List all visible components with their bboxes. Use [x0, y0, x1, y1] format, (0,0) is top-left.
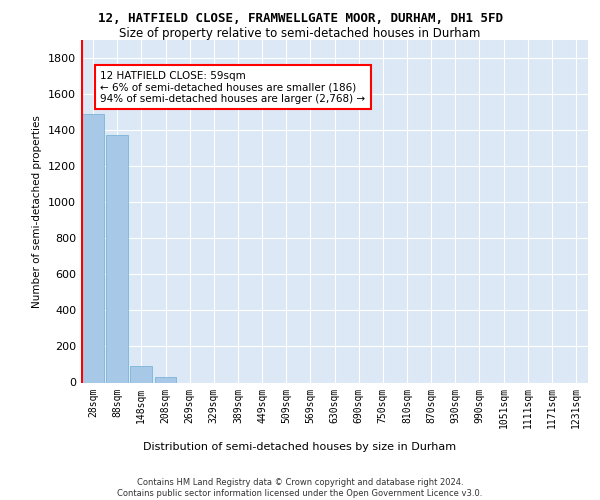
Text: 12, HATFIELD CLOSE, FRAMWELLGATE MOOR, DURHAM, DH1 5FD: 12, HATFIELD CLOSE, FRAMWELLGATE MOOR, D…	[97, 12, 503, 26]
Bar	[82, 114, 104, 382]
Text: Distribution of semi-detached houses by size in Durham: Distribution of semi-detached houses by …	[143, 442, 457, 452]
Bar	[106, 134, 128, 382]
Text: Contains HM Land Registry data © Crown copyright and database right 2024.
Contai: Contains HM Land Registry data © Crown c…	[118, 478, 482, 498]
Bar	[130, 366, 152, 382]
Y-axis label: Number of semi-detached properties: Number of semi-detached properties	[32, 115, 43, 308]
Text: 12 HATFIELD CLOSE: 59sqm
← 6% of semi-detached houses are smaller (186)
94% of s: 12 HATFIELD CLOSE: 59sqm ← 6% of semi-de…	[100, 70, 365, 104]
Bar	[155, 378, 176, 382]
Text: Size of property relative to semi-detached houses in Durham: Size of property relative to semi-detach…	[119, 28, 481, 40]
